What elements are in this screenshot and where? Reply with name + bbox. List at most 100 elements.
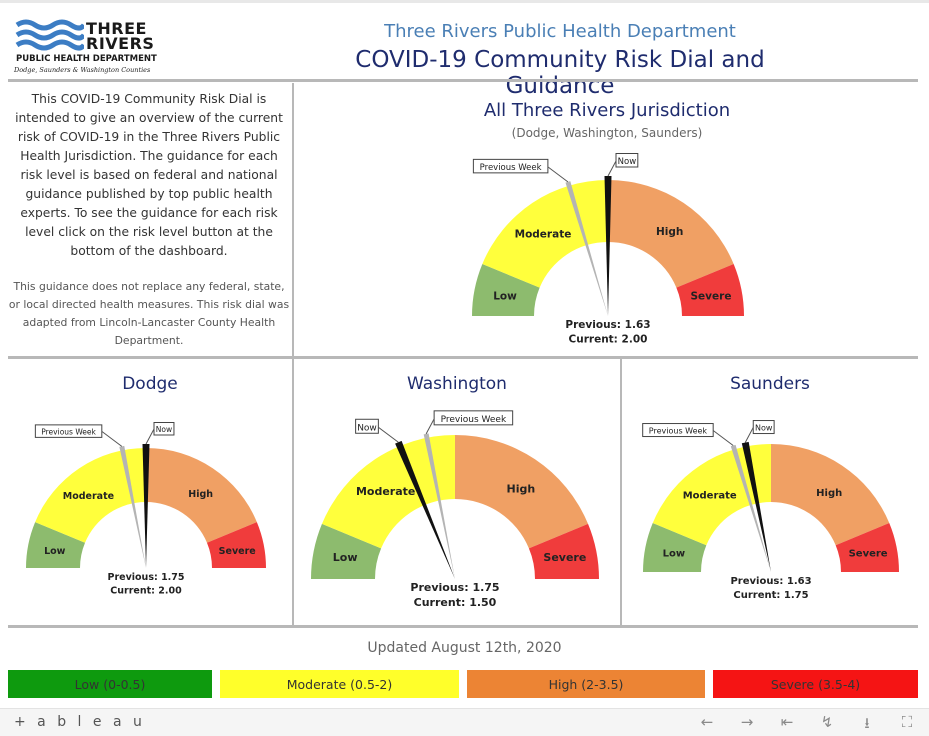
severe-risk-button[interactable]: Severe (3.5-4): [713, 670, 918, 698]
now-tag-box: [615, 153, 639, 168]
washington-risk-dial: Low Moderate High Severe Now Previous Week Pre…: [311, 410, 599, 609]
previous-week-tag-box: [472, 158, 549, 174]
severe-label: Severe: [691, 291, 732, 303]
intro-divider: [292, 83, 294, 356]
severe-label: Severe: [543, 551, 586, 564]
washington-divider: [620, 359, 622, 625]
previous-week-needle: [119, 445, 146, 568]
wave-logo-icon: [15, 19, 84, 51]
previous-week-tag: Previous Week: [649, 427, 708, 436]
previous-week-tag: Previous Week: [41, 427, 96, 436]
low-band: [643, 523, 707, 572]
logo-word-three: THREE: [86, 19, 147, 38]
share-icon[interactable]: ↯: [820, 713, 834, 731]
three-rivers-logo: THREE RIVERS PUBLIC HEALTH DEPARTMENT Do…: [12, 17, 162, 77]
updated-date: Updated August 12th, 2020: [367, 640, 562, 656]
low-label: Low: [44, 546, 66, 557]
moderate-band: [321, 435, 455, 549]
previous-week-tag-leader: [712, 430, 734, 446]
low-label: Low: [333, 551, 358, 564]
previous-week-tag: Previous Week: [441, 415, 507, 425]
previous-value: Previous: 1.63: [565, 319, 650, 331]
previous-value: Previous: 1.75: [107, 572, 184, 583]
previous-week-tag-leader: [547, 166, 569, 183]
low-band: [311, 523, 382, 579]
undo-icon[interactable]: ←: [700, 713, 714, 731]
now-tag-box: [355, 418, 379, 434]
tableau-toolbar: + a b l e a u ← → ⇤ ↯ ⭳ ⛶: [0, 708, 929, 736]
high-risk-button[interactable]: High (2-3.5): [467, 670, 705, 698]
previous-value: Previous: 1.63: [730, 576, 811, 587]
moderate-label: Moderate: [63, 491, 114, 502]
saunders-risk-dial: Low Moderate High Severe Previous Week Now Pre…: [642, 420, 899, 601]
low-band: [472, 263, 540, 316]
all-jurisdiction-subtitle: (Dodge, Washington, Saunders): [511, 126, 703, 140]
high-label: High: [506, 482, 535, 495]
washington-title: Washington: [407, 374, 507, 394]
previous-week-tag: Previous Week: [480, 163, 542, 173]
tableau-logo[interactable]: + a b l e a u: [14, 714, 146, 730]
previous-week-needle: [730, 444, 771, 572]
severe-band: [835, 523, 899, 572]
severe-label: Severe: [219, 546, 256, 557]
previous-week-tag-box: [34, 424, 103, 438]
header-divider: [8, 79, 918, 82]
now-tag-leader: [744, 427, 754, 443]
download-icon[interactable]: ⭳: [864, 714, 870, 732]
moderate-risk-button[interactable]: Moderate (0.5-2): [220, 670, 459, 698]
now-needle: [741, 441, 771, 572]
now-needle: [395, 440, 455, 579]
now-tag-box: [153, 422, 175, 436]
revert-icon[interactable]: ⇤: [780, 713, 794, 731]
middle-divider: [8, 356, 918, 359]
now-tag-leader: [607, 160, 617, 177]
now-tag: Now: [755, 424, 773, 433]
all-jurisdiction-risk-dial: Low Moderate High Severe Previous Week Now Pre…: [472, 153, 744, 346]
current-value: Current: 2.00: [110, 586, 182, 597]
moderate-label: Moderate: [683, 490, 737, 501]
dodge-risk-dial: Low Moderate High Severe Previous Week Now Pre…: [26, 422, 266, 597]
department-name: Three Rivers Public Health Department: [384, 21, 736, 42]
now-tag-box: [752, 420, 775, 435]
high-band: [608, 180, 734, 288]
now-tag: Now: [618, 157, 637, 167]
previous-week-needle: [565, 181, 608, 316]
now-needle: [142, 444, 150, 568]
severe-band: [206, 522, 266, 568]
high-label: High: [816, 488, 842, 499]
low-band: [26, 522, 86, 568]
high-band: [455, 435, 589, 549]
previous-week-tag-box: [433, 410, 514, 426]
previous-week-tag-leader: [101, 430, 123, 447]
low-label: Low: [663, 549, 685, 560]
now-needle: [604, 176, 612, 316]
moderate-label: Moderate: [515, 229, 572, 241]
now-tag: Now: [357, 423, 377, 433]
fullscreen-icon[interactable]: ⛶: [901, 713, 913, 731]
severe-label: Severe: [849, 549, 888, 560]
dodge-divider: [292, 359, 294, 625]
low-risk-button[interactable]: Low (0-0.5): [8, 670, 212, 698]
now-tag-leader: [378, 426, 399, 443]
intro-note: This guidance does not replace any feder…: [8, 280, 290, 347]
dodge-title: Dodge: [122, 374, 178, 394]
now-tag: Now: [156, 425, 172, 434]
moderate-band: [35, 448, 146, 543]
saunders-title: Saunders: [730, 374, 810, 394]
bottom-divider: [8, 625, 918, 628]
current-value: Current: 2.00: [569, 334, 648, 346]
logo-subtitle: PUBLIC HEALTH DEPARTMENT: [16, 54, 157, 64]
high-label: High: [656, 226, 683, 238]
severe-band: [676, 263, 744, 316]
previous-week-needle: [423, 433, 455, 579]
intro-text: This COVID-19 Community Risk Dial is int…: [15, 92, 283, 258]
logo-word-rivers: RIVERS: [86, 34, 155, 53]
logo-counties: Dodge, Saunders & Washington Counties: [14, 66, 151, 74]
high-band: [146, 448, 257, 543]
header: THREE RIVERS PUBLIC HEALTH DEPARTMENT Do…: [0, 0, 929, 99]
previous-value: Previous: 1.75: [410, 581, 499, 594]
redo-icon[interactable]: →: [740, 713, 754, 731]
high-band: [771, 444, 890, 546]
high-label: High: [188, 489, 213, 500]
intro-panel: This COVID-19 Community Risk Dial is int…: [8, 90, 290, 350]
